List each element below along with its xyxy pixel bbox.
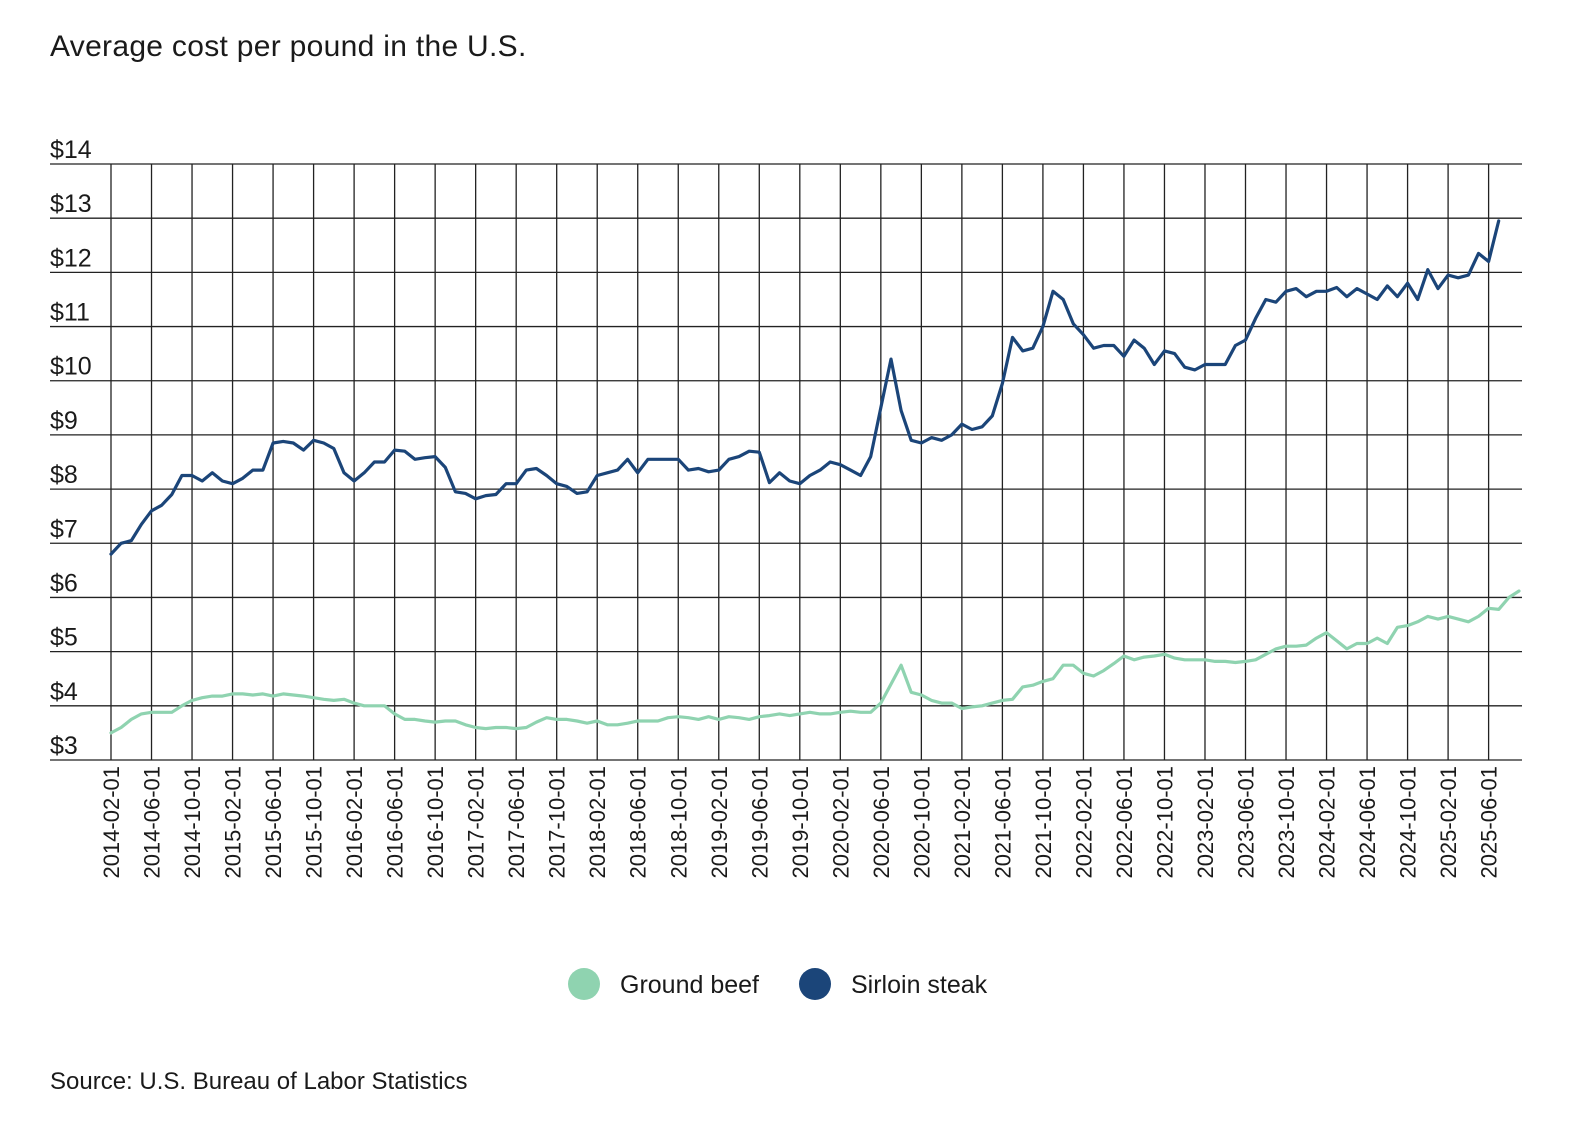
x-tick-label: 2019-10-01	[788, 766, 813, 879]
y-tick-label: $14	[50, 136, 92, 164]
chart-title: Average cost per pound in the U.S.	[50, 30, 527, 63]
x-tick-label: 2023-10-01	[1274, 766, 1299, 879]
y-tick-label: $4	[50, 678, 78, 706]
x-tick-label: 2015-06-01	[261, 766, 286, 879]
x-tick-label: 2014-10-01	[180, 766, 205, 879]
x-tick-label: 2016-06-01	[383, 766, 408, 879]
chart-grid	[50, 163, 1522, 761]
x-tick-label: 2019-02-01	[707, 766, 732, 879]
x-tick-label: 2023-02-01	[1193, 766, 1218, 879]
x-tick-label: 2022-02-01	[1071, 766, 1096, 879]
x-tick-label: 2017-02-01	[464, 766, 489, 879]
y-axis-labels: $3 $4 $5 $6 $7 $8 $9 $10 $11 $12 $13 $14	[50, 136, 92, 760]
x-tick-label: 2022-10-01	[1152, 766, 1177, 879]
x-tick-label: 2018-10-01	[666, 766, 691, 879]
y-tick-label: $8	[50, 461, 78, 489]
x-tick-label: 2022-06-01	[1112, 766, 1137, 879]
y-tick-label: $10	[50, 353, 92, 381]
x-tick-label: 2024-10-01	[1396, 766, 1421, 879]
x-axis-labels: 2014-02-01 2014-06-01 2014-10-01 2015-02-01…	[99, 766, 1502, 879]
x-tick-label: 2015-02-01	[221, 766, 246, 879]
x-tick-label: 2014-06-01	[140, 766, 165, 879]
legend-swatch	[568, 968, 600, 1000]
x-tick-label: 2021-10-01	[1031, 766, 1056, 879]
x-tick-label: 2016-10-01	[423, 766, 448, 879]
legend-label: Sirloin steak	[851, 971, 988, 999]
y-tick-label: $6	[50, 569, 78, 597]
y-tick-label: $9	[50, 407, 78, 435]
y-tick-label: $12	[50, 244, 92, 272]
legend-swatch	[799, 968, 831, 1000]
x-tick-label: 2024-06-01	[1355, 766, 1380, 879]
x-tick-label: 2018-06-01	[626, 766, 651, 879]
x-tick-label: 2021-06-01	[990, 766, 1015, 879]
y-tick-label: $5	[50, 624, 78, 652]
x-tick-label: 2014-02-01	[99, 766, 124, 879]
legend-label: Ground beef	[620, 971, 759, 999]
y-tick-label: $3	[50, 732, 78, 760]
y-tick-label: $7	[50, 515, 78, 543]
y-tick-label: $13	[50, 190, 92, 218]
x-tick-label: 2015-10-01	[302, 766, 327, 879]
x-tick-label: 2024-02-01	[1315, 766, 1340, 879]
chart-series	[109, 219, 1521, 735]
source-note: Source: U.S. Bureau of Labor Statistics	[50, 1068, 468, 1095]
x-tick-label: 2023-06-01	[1234, 766, 1259, 879]
x-tick-label: 2019-06-01	[747, 766, 772, 879]
y-tick-label: $11	[50, 299, 90, 327]
x-tick-label: 2020-10-01	[909, 766, 934, 879]
chart-legend: Ground beef Sirloin steak	[568, 968, 988, 1000]
x-tick-label: 2018-02-01	[585, 766, 610, 879]
x-tick-label: 2020-06-01	[869, 766, 894, 879]
x-tick-label: 2017-10-01	[545, 766, 570, 879]
x-tick-label: 2017-06-01	[504, 766, 529, 879]
x-tick-label: 2021-02-01	[950, 766, 975, 879]
x-tick-label: 2016-02-01	[342, 766, 367, 879]
x-tick-label: 2025-02-01	[1436, 766, 1461, 879]
x-tick-label: 2025-06-01	[1477, 766, 1502, 879]
series-line-sirloin-steak	[109, 219, 1501, 556]
series-line-ground-beef	[109, 589, 1521, 735]
x-tick-label: 2020-02-01	[828, 766, 853, 879]
